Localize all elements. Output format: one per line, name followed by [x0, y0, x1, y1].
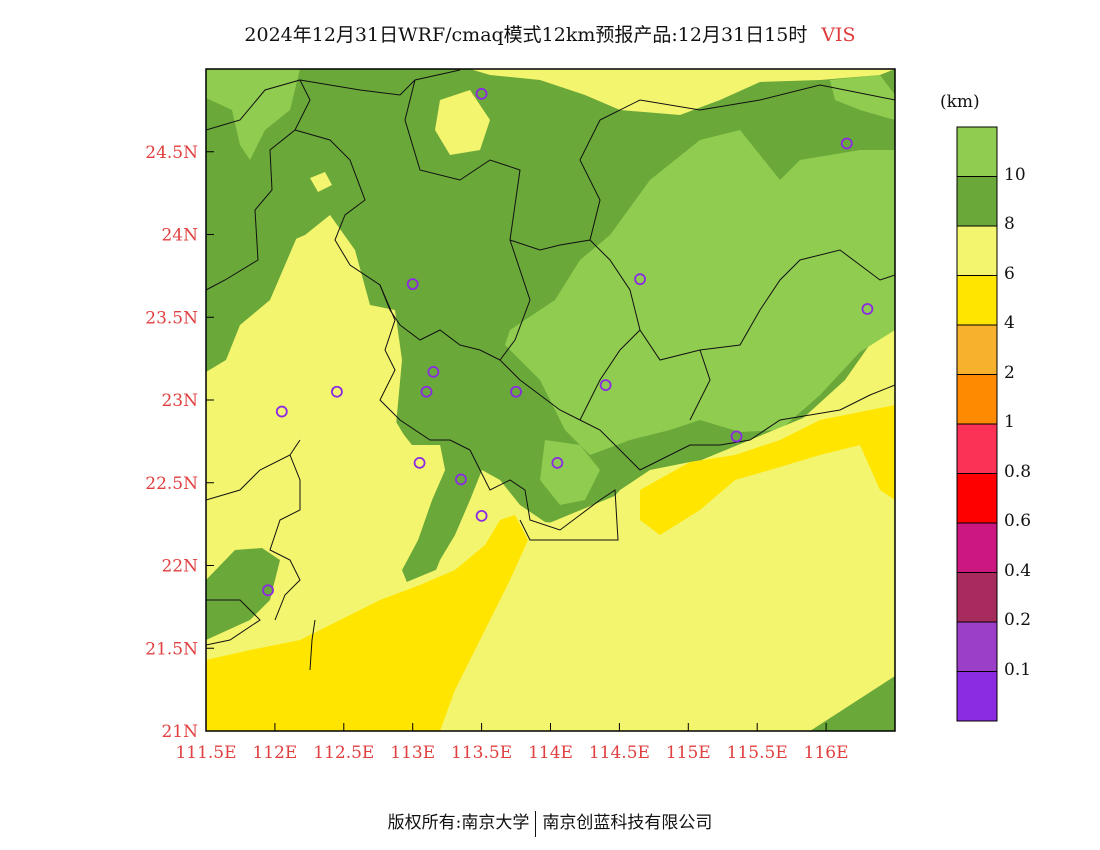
- station-marker: [275, 405, 288, 418]
- x-tick-label: 113E: [390, 743, 435, 763]
- station-marker: [427, 365, 440, 378]
- station-marker: [406, 278, 419, 291]
- footer: 版权所有:南京大学 南京创蓝科技有限公司: [0, 808, 1100, 837]
- station-marker: [861, 303, 874, 315]
- legend-label: 2: [1004, 362, 1015, 383]
- y-tick-label: 21N: [161, 722, 198, 742]
- vis-region-8-10km-west: [206, 180, 300, 372]
- x-tick-label: 116E: [804, 743, 849, 763]
- station-marker: [455, 473, 467, 486]
- x-tick-label: 111.5E: [175, 743, 236, 763]
- vis-region-10km-plus-ne: [830, 75, 895, 120]
- vis-region-4-6km: [206, 515, 528, 731]
- station-markers: [262, 87, 874, 597]
- x-tick-label: 114E: [528, 743, 573, 763]
- legend-label: 1: [1004, 412, 1015, 432]
- legend-label: 10: [1004, 164, 1026, 185]
- station-marker: [599, 379, 612, 392]
- title-variable: VIS: [821, 24, 856, 46]
- legend-swatch: [956, 671, 998, 722]
- legend-swatch: [956, 423, 998, 474]
- x-tick-label: 114.5E: [589, 743, 650, 763]
- y-tick-label: 23N: [161, 391, 198, 411]
- legend-swatch: [956, 621, 998, 672]
- x-tick-label: 112.5E: [313, 743, 374, 763]
- station-marker: [730, 430, 743, 443]
- legend-label: 0.1: [1004, 659, 1032, 680]
- vis-region-10km-plus: [505, 130, 895, 455]
- legend-swatch: [956, 374, 998, 425]
- vis-region-4-6km-east: [640, 405, 895, 535]
- x-tick-label: 115E: [666, 743, 711, 763]
- admin-boundaries: [206, 69, 895, 671]
- page-title: 2024年12月31日WRF/cmaq模式12km预报产品:12月31日15时 V…: [0, 20, 1100, 47]
- y-tick-label: 23.5N: [145, 308, 198, 328]
- legend-unit: (km): [940, 92, 980, 112]
- station-marker: [413, 456, 426, 469]
- legend-swatch: [956, 572, 998, 623]
- legend-label: 0.4: [1004, 560, 1032, 581]
- station-marker: [475, 87, 488, 100]
- y-tick-label: 22N: [161, 557, 198, 577]
- station-marker: [262, 584, 274, 597]
- x-tick-label: 113.5E: [451, 743, 512, 763]
- x-tick-label: 115.5E: [727, 743, 788, 763]
- y-tick-label: 21.5N: [145, 639, 198, 659]
- vis-region-6-8km-southwest: [206, 380, 445, 660]
- vis-region-10km-plus-coast: [540, 440, 600, 505]
- legend-swatch: [956, 275, 998, 326]
- vis-region-6-8km-islet: [310, 172, 332, 192]
- legend-label: 0.2: [1004, 610, 1032, 630]
- legend-swatch: [956, 176, 998, 227]
- footer-separator: [535, 810, 537, 837]
- legend-label: 4: [1004, 313, 1015, 333]
- legend-colorbar: [956, 126, 998, 722]
- footer-copyright: 版权所有:南京大学: [387, 813, 530, 833]
- y-tick-label: 22.5N: [145, 474, 198, 494]
- x-tick-label: 112E: [252, 743, 297, 763]
- legend-label: 6: [1004, 263, 1015, 284]
- legend-swatch: [956, 126, 998, 177]
- y-tick-label: 24N: [161, 226, 198, 246]
- vis-region-6-8km-north: [435, 90, 490, 155]
- x-axis-labels: 111.5E 112E 112.5E 113E 113.5E 114E 114.5E 115E…: [175, 743, 848, 763]
- axis-ticks: [205, 151, 827, 732]
- legend-label: 0.6: [1004, 511, 1032, 531]
- legend-swatch: [956, 225, 998, 276]
- title-main: 2024年12月31日WRF/cmaq模式12km预报产品:12月31日15时: [244, 24, 808, 46]
- station-marker: [634, 273, 646, 286]
- legend-swatch: [956, 522, 998, 573]
- station-marker: [510, 385, 522, 398]
- footer-company: 南京创蓝科技有限公司: [542, 813, 713, 833]
- legend-label: 0.8: [1004, 461, 1032, 482]
- vis-region-8-10km-coastal-west: [206, 548, 280, 640]
- visibility-field: [206, 69, 895, 731]
- station-marker: [331, 385, 343, 398]
- vis-region-6-8km-northeast: [470, 69, 895, 115]
- legend-label: 8: [1004, 214, 1015, 234]
- vis-region-8-10km-se: [810, 676, 895, 731]
- legend-swatch: [956, 473, 998, 524]
- y-tick-label: 24.5N: [145, 143, 198, 163]
- station-marker: [420, 385, 433, 398]
- station-marker: [840, 137, 853, 150]
- vis-region-10km-plus-nw: [206, 69, 300, 160]
- legend-swatch: [956, 324, 998, 375]
- y-axis-labels: 24.5N 24N 23.5N 23N 22.5N 22N 21.5N 21N: [145, 143, 198, 742]
- station-marker: [551, 456, 564, 469]
- station-marker: [475, 509, 488, 522]
